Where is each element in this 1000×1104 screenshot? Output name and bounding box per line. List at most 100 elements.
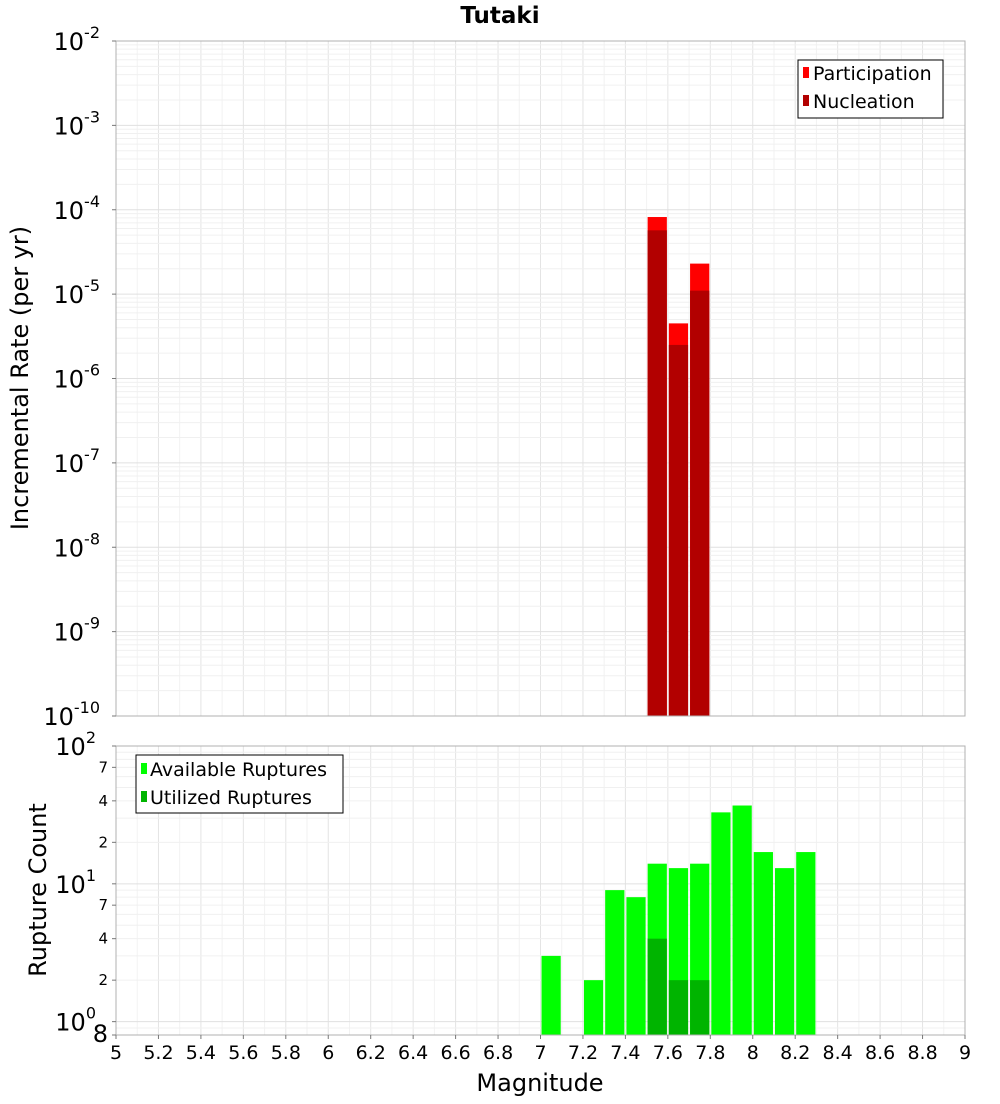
bottom-y-tick-exp: 2 (86, 728, 96, 747)
bottom-y-tick-label: 100 (55, 1004, 96, 1037)
x-tick-label: 8.6 (865, 1042, 895, 1064)
bottom-y-tick-base: 10 (55, 733, 86, 761)
top-y-tick-base: 10 (54, 366, 85, 394)
x-tick-label: 6 (322, 1042, 334, 1064)
bottom-legend-box (135, 754, 344, 814)
x-tick-label: 6.2 (356, 1042, 386, 1064)
x-tick-label: 6.6 (440, 1042, 470, 1064)
top-y-tick-label: 10-10 (43, 698, 100, 731)
top-y-tick-label: 10-4 (54, 192, 101, 225)
legend-swatch-participation (803, 67, 809, 78)
top-y-tick-label: 10-3 (54, 107, 101, 140)
bottom-y-minor-tick-label: 4 (98, 930, 108, 948)
top-y-tick-exp: -8 (84, 529, 100, 548)
top-panel-bars (647, 217, 710, 716)
top-y-tick-exp: -7 (84, 445, 100, 464)
bottom-bar-available-ruptures-10 (774, 868, 795, 1035)
top-legend-box (797, 59, 944, 119)
top-bar-nucleation-1 (668, 344, 689, 716)
top-legend: Participation Nucleation (797, 59, 944, 119)
x-tick-label: 9 (959, 1042, 971, 1064)
bottom-y-axis-label: Rupture Count (24, 803, 52, 977)
top-y-tick-base: 10 (54, 28, 85, 56)
x-tick-label: 5.4 (186, 1042, 216, 1064)
x-tick-label: 6.4 (398, 1042, 428, 1064)
x-tick-label: 5.2 (143, 1042, 173, 1064)
top-y-tick-base: 10 (54, 281, 85, 309)
top-y-tick-label: 10-8 (54, 529, 101, 562)
top-y-tick-label: 10-9 (54, 614, 101, 647)
bottom-y-minor-tick-label: 7 (98, 758, 108, 776)
top-panel-grid (115, 40, 966, 717)
x-axis-label: Magnitude (476, 1069, 603, 1097)
top-y-tick-label: 10-5 (54, 276, 101, 309)
bottom-y-minor-tick-label: 2 (98, 971, 108, 989)
x-tick-label: 6.8 (483, 1042, 513, 1064)
bottom-bar-utilized-ruptures-0 (647, 938, 667, 1035)
bottom-y-tick-base: 10 (55, 1009, 86, 1037)
x-tick-label: 5.6 (228, 1042, 258, 1064)
bottom-y-minor-tick-label: 8 (93, 1020, 108, 1048)
chart-title: Tutaki (460, 3, 539, 29)
bottom-bar-available-ruptures-2 (605, 890, 625, 1035)
bottom-y-minor-tick-label: 4 (98, 792, 108, 810)
x-tick-label: 8 (747, 1042, 759, 1064)
top-bar-nucleation-2 (690, 290, 710, 716)
top-y-tick-label: 10-7 (54, 445, 101, 478)
x-tick-label: 7 (534, 1042, 546, 1064)
top-y-tick-base: 10 (54, 534, 85, 562)
bottom-y-tick-label: 102 (55, 728, 96, 761)
top-y-tick-base: 10 (54, 619, 85, 647)
bottom-bar-available-ruptures-8 (732, 805, 752, 1035)
bottom-bar-available-ruptures-7 (711, 812, 731, 1035)
x-tick-label: 8.2 (780, 1042, 810, 1064)
top-y-tick-exp: -4 (84, 192, 100, 211)
bottom-y-minor-tick-label: 2 (98, 833, 108, 851)
x-tick-label: 7.4 (610, 1042, 640, 1064)
x-tick-label: 8.4 (823, 1042, 853, 1064)
legend-label-utilized: Utilized Ruptures (150, 787, 312, 809)
top-y-tick-base: 10 (54, 450, 85, 478)
x-tick-label: 5 (110, 1042, 122, 1064)
legend-swatch-available (141, 763, 147, 774)
top-y-tick-base: 10 (54, 112, 85, 140)
bottom-bar-available-ruptures-0 (541, 955, 561, 1035)
x-tick-label: 5.8 (271, 1042, 301, 1064)
bottom-y-tick-exp: 1 (86, 866, 96, 885)
bottom-bar-utilized-ruptures-1 (668, 980, 689, 1035)
top-y-tick-exp: -6 (84, 361, 100, 380)
top-y-ticks: 10-210-310-410-510-610-710-810-910-10 (43, 23, 116, 731)
top-y-tick-label: 10-6 (54, 361, 101, 394)
top-y-tick-exp: -9 (84, 614, 100, 633)
x-ticks: 5 5.2 5.4 5.6 5.8 6 6.2 6.4 6.6 6.8 7 7.2 7.4 7.6 7.8 8… (110, 1035, 971, 1064)
bottom-y-tick-exp: 0 (86, 1004, 96, 1023)
bottom-y-tick-base: 10 (55, 871, 86, 899)
top-y-tick-exp: -2 (84, 23, 100, 42)
bottom-bar-available-ruptures-9 (753, 852, 773, 1035)
top-y-tick-exp: -10 (74, 698, 100, 717)
bottom-bar-available-ruptures-3 (626, 897, 646, 1035)
bottom-y-tick-label: 101 (55, 866, 96, 899)
legend-label-nucleation: Nucleation (813, 91, 915, 113)
legend-swatch-utilized (141, 791, 147, 802)
bottom-panel-bars (541, 805, 816, 1035)
legend-label-participation: Participation (813, 63, 932, 85)
x-tick-label: 7.6 (653, 1042, 683, 1064)
top-y-tick-base: 10 (54, 197, 85, 225)
top-y-axis-label: Incremental Rate (per yr) (6, 226, 34, 530)
legend-swatch-nucleation (803, 95, 809, 106)
x-tick-label: 7.2 (568, 1042, 598, 1064)
x-tick-label: 8.8 (907, 1042, 937, 1064)
bottom-y-minor-tick-label: 7 (98, 896, 108, 914)
bottom-bar-available-ruptures-11 (796, 852, 816, 1035)
top-y-tick-exp: -5 (84, 276, 100, 295)
bottom-legend: Available Ruptures Utilized Ruptures (135, 754, 344, 814)
top-y-tick-label: 10-2 (54, 23, 101, 56)
bottom-bar-utilized-ruptures-2 (690, 980, 710, 1035)
legend-label-available: Available Ruptures (150, 759, 327, 781)
bottom-bar-available-ruptures-1 (583, 980, 604, 1035)
x-tick-label: 7.8 (695, 1042, 725, 1064)
